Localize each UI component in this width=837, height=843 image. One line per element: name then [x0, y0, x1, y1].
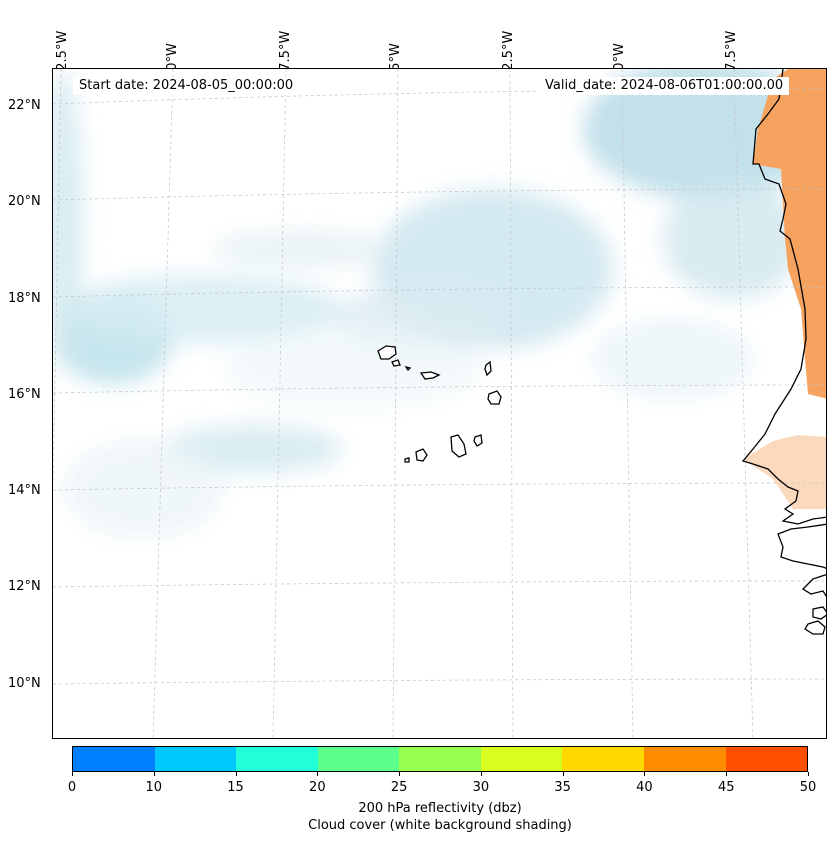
colorbar-tick	[726, 772, 728, 776]
island-santiago	[450, 434, 467, 458]
grid-lat-18n	[53, 286, 826, 298]
colorbar-tick-label: 25	[390, 780, 408, 795]
orange-region-north	[753, 69, 826, 399]
cloud-patch-west-band	[63, 274, 343, 344]
grid-lon-25w	[392, 69, 399, 738]
colorbar-label-cloud-cover: Cloud cover (white background shading)	[308, 818, 572, 833]
cloud-patch-east	[663, 179, 803, 299]
island-santa-luzia	[404, 365, 412, 372]
valid-date-label: Valid_date: 2024-08-06T01:00:00.00	[539, 77, 790, 95]
cloud-patch-southwest	[63, 439, 223, 539]
coastline-islands-south	[804, 620, 826, 635]
cloud-patch-west-edge	[53, 69, 83, 369]
grid-lat-20n	[53, 188, 826, 201]
colorbar-tick-label: 0	[67, 780, 77, 795]
grid-lon-27-5w	[272, 69, 287, 738]
orange-region-mid	[743, 435, 826, 509]
colorbar-tick-label: 45	[717, 780, 735, 795]
cloud-patch-central-3	[213, 229, 393, 269]
island-boa-vista	[487, 390, 502, 405]
island-fogo	[415, 448, 428, 462]
colorbar-tick-label: 15	[227, 780, 244, 795]
grid-lat-12n	[53, 580, 826, 588]
colorbar-tick	[235, 772, 237, 776]
colorbar-tick	[808, 772, 809, 776]
cloud-patch-east-2	[593, 319, 753, 399]
coastline-bijagos	[812, 606, 826, 620]
colorbar-tick-label: 30	[472, 780, 490, 795]
colorbar-segment	[562, 747, 644, 771]
grid-lat-14n	[53, 482, 826, 491]
island-brava	[404, 457, 410, 463]
colorbar-tick	[480, 772, 482, 776]
colorbar-tick	[644, 772, 646, 776]
colorbar-tick	[72, 772, 73, 776]
island-santo-antao	[377, 345, 397, 360]
coastlines	[741, 69, 826, 635]
grid-lon-30w	[152, 69, 174, 738]
colorbar-tick-label: 50	[799, 780, 817, 795]
lat-label-14n: 14°N	[8, 483, 41, 498]
colorbar-segment	[236, 747, 318, 771]
grid-lon-17-5w	[733, 69, 754, 738]
colorbar-tick	[317, 772, 319, 776]
coastline-guinea-bissau	[801, 573, 826, 598]
lat-label-18n: 18°N	[8, 291, 41, 306]
start-date-label: Start date: 2024-08-05_00:00:00	[73, 77, 300, 95]
colorbar-tick	[562, 772, 564, 776]
colorbar	[72, 746, 808, 772]
cloud-patch-northeast	[583, 69, 823, 199]
coastline-west-africa	[741, 69, 826, 525]
lat-label-20n: 20°N	[8, 194, 41, 209]
map-canvas[interactable]	[52, 68, 827, 739]
island-sal	[484, 360, 492, 377]
cloud-cover-shading	[53, 69, 823, 539]
grid-lon-20w	[621, 69, 634, 738]
colorbar-tick-label: 10	[145, 780, 163, 795]
colorbar-tick	[153, 772, 155, 776]
colorbar-segment	[399, 747, 481, 771]
grid-lat-10n	[53, 678, 826, 685]
colorbar-tick-label: 35	[554, 780, 571, 795]
lat-label-10n: 10°N	[8, 676, 41, 691]
lat-label-12n: 12°N	[8, 579, 41, 594]
gridlines	[53, 69, 826, 738]
cloud-patch-mid	[223, 329, 483, 409]
grid-lat-22n	[53, 88, 826, 105]
cape-verde-islands	[377, 345, 502, 463]
island-sao-vicente	[391, 359, 401, 367]
colorbar-tick-label: 20	[309, 780, 326, 795]
island-maio	[473, 434, 483, 447]
colorbar-tick	[399, 772, 401, 776]
land-reflectivity-shading	[743, 69, 826, 509]
colorbar-segment	[725, 747, 808, 771]
coastline-gambia-guinea	[777, 523, 826, 569]
colorbar-label-reflectivity: 200 hPa reflectivity (dbz)	[358, 801, 522, 816]
grid-lat-16n	[53, 384, 826, 394]
map-svg	[53, 69, 826, 738]
island-sao-nicolau	[419, 371, 441, 380]
colorbar-segment	[73, 747, 155, 771]
lat-label-16n: 16°N	[8, 387, 41, 402]
lat-label-22n: 22°N	[8, 98, 41, 113]
grid-lon-22-5w	[509, 69, 514, 738]
colorbar-segment	[317, 747, 400, 771]
colorbar-tick-label: 40	[636, 780, 653, 795]
colorbar-segment	[643, 747, 726, 771]
colorbar-segment	[154, 747, 237, 771]
colorbar-segment	[480, 747, 563, 771]
